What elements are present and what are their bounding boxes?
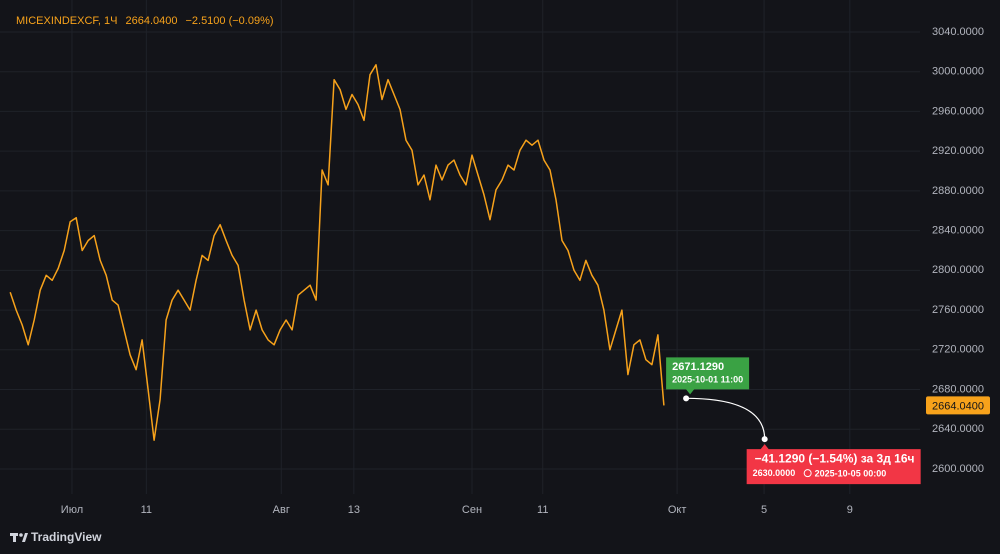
x-tick-label: Окт (668, 504, 687, 516)
end-info: 2630.0000 (753, 469, 796, 479)
last-price-label: 2664.0400 (932, 400, 984, 412)
start-label-box (666, 357, 750, 395)
y-tick-label: 3000.0000 (932, 66, 984, 78)
header-change: −2.5100 (−0.09%) (185, 15, 273, 27)
brand-logo (10, 533, 28, 542)
y-tick-label: 2640.0000 (932, 423, 984, 435)
end-change: −41.1290 (−1.54%) за 3д 16ч (755, 451, 915, 465)
measure-end (761, 436, 768, 443)
start-value: 2671.1290 (672, 361, 724, 373)
measure-start (683, 395, 690, 402)
x-tick-label: 9 (847, 504, 853, 516)
y-tick-label: 2840.0000 (932, 225, 984, 237)
y-tick-label: 3040.0000 (932, 26, 984, 38)
x-tick-label: 13 (348, 504, 360, 516)
brand: TradingView (31, 530, 102, 544)
y-tick-label: 2760.0000 (932, 304, 984, 316)
header: MICEXINDEXCF, 1Ч 2664.0400 −2.5100 (−0.09%… (16, 15, 274, 27)
measure-curve (686, 397, 766, 440)
y-tick-label: 2800.0000 (932, 264, 984, 276)
x-tick-label: Июл (61, 504, 83, 516)
y-tick-label: 2680.0000 (932, 383, 984, 395)
x-tick-label: Авг (273, 504, 290, 516)
end-label-box (746, 444, 921, 485)
y-tick-label: 2920.0000 (932, 145, 984, 157)
header-price: 2664.0400 (125, 15, 177, 27)
symbol: MICEXINDEXCF, 1Ч (16, 15, 117, 27)
start-time: 2025-10-01 11:00 (672, 375, 743, 385)
x-tick-label: 11 (141, 504, 152, 516)
y-tick-label: 2600.0000 (932, 463, 984, 475)
end-value: 2630.0000 (753, 469, 796, 479)
y-tick-label: 2880.0000 (932, 185, 984, 197)
end-time: 2025-10-05 00:00 (815, 469, 887, 479)
last-price-box (926, 396, 990, 415)
x-tick-label: Сен (462, 504, 482, 516)
x-tick-label: 11 (537, 504, 548, 516)
x-tick-label: 5 (761, 504, 767, 516)
y-tick-label: 2720.0000 (932, 344, 984, 356)
clock-icon (803, 469, 812, 478)
price-line (9, 64, 665, 441)
y-tick-label: 2960.0000 (932, 105, 984, 117)
